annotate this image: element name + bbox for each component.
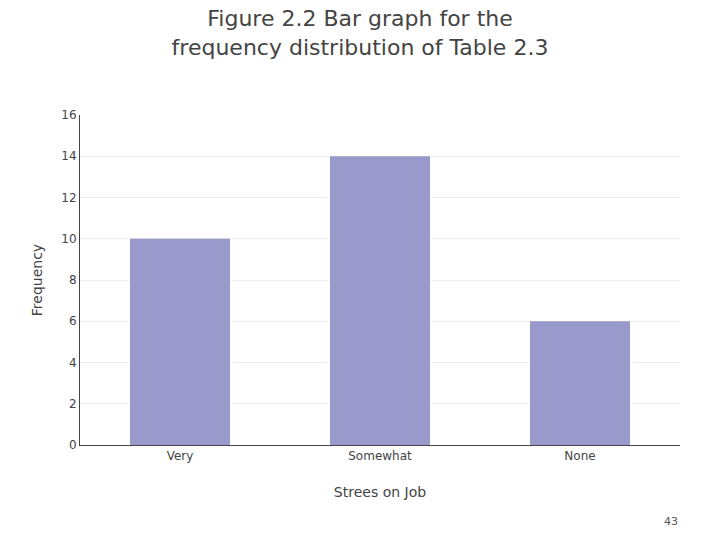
svg-text:None: None bbox=[564, 449, 595, 463]
svg-text:Very: Very bbox=[167, 449, 194, 463]
svg-text:4: 4 bbox=[69, 356, 77, 370]
svg-text:43: 43 bbox=[664, 515, 678, 528]
svg-text:14: 14 bbox=[61, 149, 76, 163]
svg-text:6: 6 bbox=[69, 314, 77, 328]
svg-text:16: 16 bbox=[61, 108, 76, 122]
svg-text:Somewhat: Somewhat bbox=[348, 449, 412, 463]
svg-text:0: 0 bbox=[69, 438, 77, 452]
svg-text:Frequency: Frequency bbox=[29, 244, 45, 316]
svg-text:Figure 2.2 Bar graph for thefr: Figure 2.2 Bar graph for thefrequency di… bbox=[172, 6, 549, 60]
svg-text:Strees on Job: Strees on Job bbox=[334, 484, 426, 500]
svg-text:2: 2 bbox=[69, 397, 77, 411]
svg-text:8: 8 bbox=[69, 273, 77, 287]
svg-text:10: 10 bbox=[61, 232, 76, 246]
svg-text:12: 12 bbox=[61, 191, 76, 205]
